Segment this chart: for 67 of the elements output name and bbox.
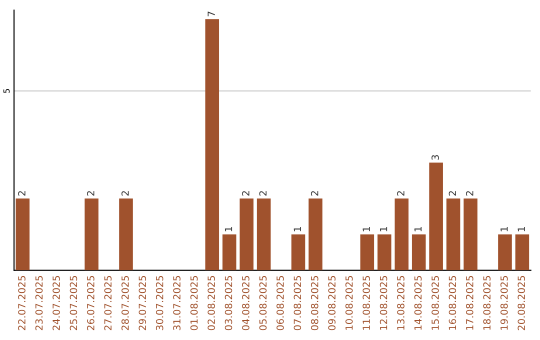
bar [394,198,409,270]
x-tick-label: 27.07.2025 [104,276,112,330]
data-label: 7 [208,12,215,16]
x-tick-label: 22.07.2025 [18,276,26,330]
x-tick-label: 13.08.2025 [397,276,404,330]
bar [464,198,478,270]
x-tick-label: 02.08.2025 [208,276,215,330]
bar [498,234,512,270]
bar [360,234,374,270]
x-tick-label: 19.08.2025 [500,276,508,330]
data-label: 2 [242,191,250,196]
data-label: 2 [18,191,26,196]
bar [515,234,530,270]
x-tick-label: 30.07.2025 [156,276,164,330]
x-tick-label: 11.08.2025 [362,276,370,330]
bar [378,234,392,270]
data-label: 1 [414,226,422,232]
bar [291,234,306,270]
x-tick-label: 04.08.2025 [242,276,250,330]
bar [412,234,426,270]
data-label: 2 [87,191,94,196]
x-tick-label: 08.08.2025 [310,276,318,330]
data-label: 1 [224,226,232,232]
bar [205,19,220,270]
data-label: 2 [310,191,318,196]
data-label: 2 [397,191,404,196]
x-tick-label: 16.08.2025 [448,276,456,330]
data-label: 2 [121,191,129,196]
x-tick-label: 09.08.2025 [328,276,336,330]
bar [256,198,271,270]
data-label: 2 [259,191,266,196]
bar [308,198,322,270]
x-tick-label: 10.08.2025 [345,276,353,330]
bar [429,162,443,270]
x-tick-label: 06.08.2025 [276,276,284,330]
x-tick-label: 01.08.2025 [190,276,198,330]
x-tick-label: 07.08.2025 [294,276,302,330]
x-tick-label: 26.07.2025 [87,276,94,330]
x-tick-label: 23.07.2025 [35,276,43,330]
x-tick-label: 12.08.2025 [380,276,388,330]
bar [119,198,133,270]
x-tick-label: 18.08.2025 [483,276,491,330]
data-label: 3 [432,155,439,160]
bar [446,198,460,270]
data-label: 2 [448,191,456,196]
x-tick-label: 28.07.2025 [121,276,129,330]
x-tick-label: 05.08.2025 [259,276,267,330]
bar [84,198,98,270]
data-label: 1 [362,226,370,232]
x-tick-label: 20.08.2025 [518,276,526,330]
x-tick-label: 29.07.2025 [138,276,146,330]
x-tick-label: 17.08.2025 [466,276,474,330]
bar [240,198,254,270]
x-tick-label: 15.08.2025 [432,276,439,330]
data-label: 1 [294,226,301,232]
x-tick-label: 14.08.2025 [414,276,422,330]
x-tick-label: 31.07.2025 [173,276,181,330]
x-tick-label: 24.07.2025 [52,276,60,330]
y-tick-label: 5 [3,89,10,93]
data-label: 1 [380,226,388,232]
data-label: 1 [518,226,525,232]
data-label: 2 [466,191,474,196]
bar [222,234,236,270]
bar [16,198,30,270]
x-tick-label: 25.07.2025 [70,276,78,330]
x-tick-label: 03.08.2025 [224,276,232,330]
data-label: 1 [500,226,508,232]
